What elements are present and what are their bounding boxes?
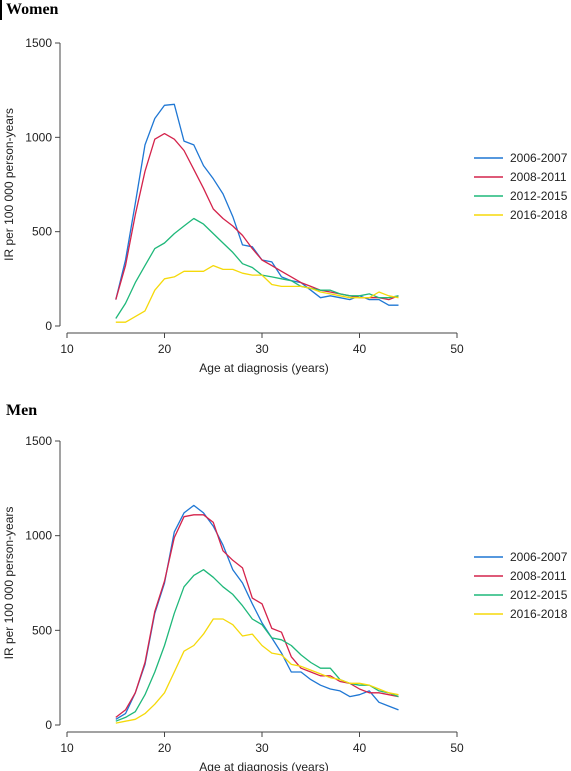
- women-x-tick-label: 40: [353, 342, 367, 356]
- women-series-2016-2018-line: [115, 264, 399, 323]
- women-y-tick-label: 1500: [25, 36, 52, 50]
- women-series-2012-2015-line: [115, 217, 399, 319]
- men-legend-label: 2016-2018: [510, 607, 568, 621]
- men-series-2012-2015-line: [115, 569, 399, 722]
- women-y-tick-label: 500: [32, 225, 52, 239]
- men-legend-label: 2006-2007: [510, 550, 568, 564]
- men-y-axis-title: IR per 100 000 person-years: [2, 507, 16, 660]
- women-x-tick-label: 50: [450, 342, 464, 356]
- women-panel-title: Women: [6, 1, 59, 18]
- women-legend-label: 2008-2011: [510, 170, 567, 184]
- women-x-tick-label: 30: [255, 342, 269, 356]
- men-x-tick-label: 30: [255, 741, 269, 755]
- men-x-tick-label: 20: [158, 741, 172, 755]
- women-legend-label: 2016-2018: [510, 208, 568, 222]
- panel-edge-line: [0, 0, 2, 20]
- men-panel-title: Men: [6, 402, 38, 419]
- men-x-axis-title: Age at diagnosis (years): [199, 760, 328, 771]
- women-legend-label: 2012-2015: [510, 189, 568, 203]
- men-y-tick-label: 500: [32, 623, 52, 637]
- women-legend-label: 2006-2007: [510, 151, 568, 165]
- men-x-tick-label: 40: [353, 741, 367, 755]
- men-legend-label: 2008-2011: [510, 569, 567, 583]
- men-series-2016-2018-line: [115, 618, 399, 724]
- women-x-tick-label: 20: [158, 342, 172, 356]
- men-series-2008-2011-line: [115, 514, 399, 718]
- women-x-tick-label: 10: [60, 342, 74, 356]
- women-y-axis-title: IR per 100 000 person-years: [2, 108, 16, 261]
- men-legend-label: 2012-2015: [510, 588, 568, 602]
- women-y-tick-label: 0: [45, 319, 52, 333]
- men-y-tick-label: 1500: [25, 434, 52, 448]
- women-x-axis-title: Age at diagnosis (years): [199, 361, 328, 375]
- men-y-tick-label: 0: [45, 718, 52, 732]
- women-y-tick-label: 1000: [25, 130, 52, 144]
- women-line-chart: 0 500 1000 1500 10 20 30 40 50 Age at diagnosis (…: [2, 36, 568, 375]
- men-x-tick-label: 10: [60, 741, 74, 755]
- men-x-tick-label: 50: [450, 741, 464, 755]
- men-y-tick-label: 1000: [25, 529, 52, 543]
- men-line-chart: 0 500 1000 1500 10 20 30 40 50 Age at diagnosis (…: [2, 434, 568, 771]
